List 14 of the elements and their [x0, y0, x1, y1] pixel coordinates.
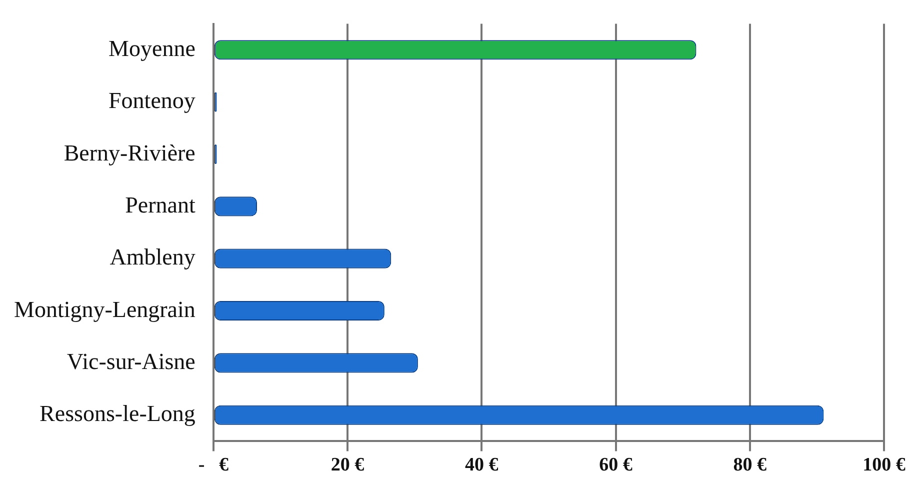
y-tick-label: Montigny-Lengrain: [14, 296, 196, 322]
x-tick-label: 20 €: [330, 454, 365, 476]
y-tick-label: Vic-sur-Aisne: [66, 348, 196, 374]
y-tick-label: Fontenoy: [108, 88, 196, 114]
y-tick-label: Ambleny: [110, 244, 196, 270]
x-tick-label: 100 €: [862, 454, 906, 476]
x-tick-label: 40 €: [465, 454, 499, 476]
x-tick-label: 80 €: [733, 454, 768, 476]
y-tick-label: Berny-Rivière: [64, 140, 196, 166]
y-tick-label: Pernant: [125, 192, 196, 218]
x-tick-label: 60 €: [599, 454, 633, 476]
y-tick-label: Moyenne: [108, 36, 196, 61]
x-tick-label: - €: [198, 454, 229, 476]
y-tick-label: Ressons-le-Long: [40, 401, 196, 426]
